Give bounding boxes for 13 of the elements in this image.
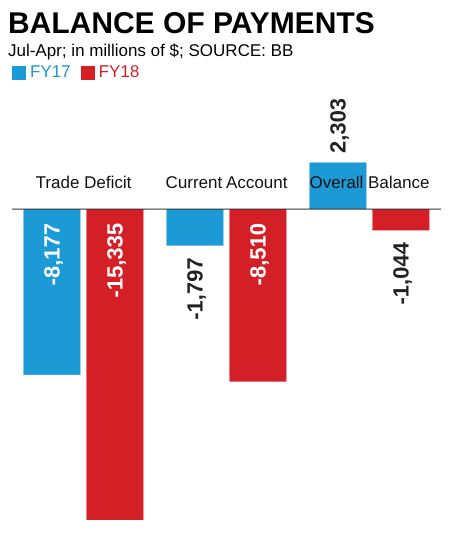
data-label: 2,303 bbox=[325, 98, 350, 154]
data-label: -8,177 bbox=[39, 222, 64, 286]
chart-subtitle: Jul-Apr; in millions of $; SOURCE: BB bbox=[8, 40, 294, 62]
x-tick-label: Trade Deficit bbox=[36, 172, 132, 192]
data-label: -8,510 bbox=[245, 222, 270, 286]
legend-label: FY17 bbox=[30, 62, 71, 81]
x-tick-label: Current Account bbox=[166, 172, 288, 192]
chart-title: BALANCE OF PAYMENTS bbox=[8, 7, 376, 40]
data-label: -1,797 bbox=[182, 257, 208, 320]
x-tick-label: Overall Balance bbox=[309, 172, 430, 192]
data-label: -1,044 bbox=[388, 241, 414, 305]
data-label: -15,335 bbox=[102, 222, 128, 298]
legend-label: FY18 bbox=[98, 62, 140, 81]
